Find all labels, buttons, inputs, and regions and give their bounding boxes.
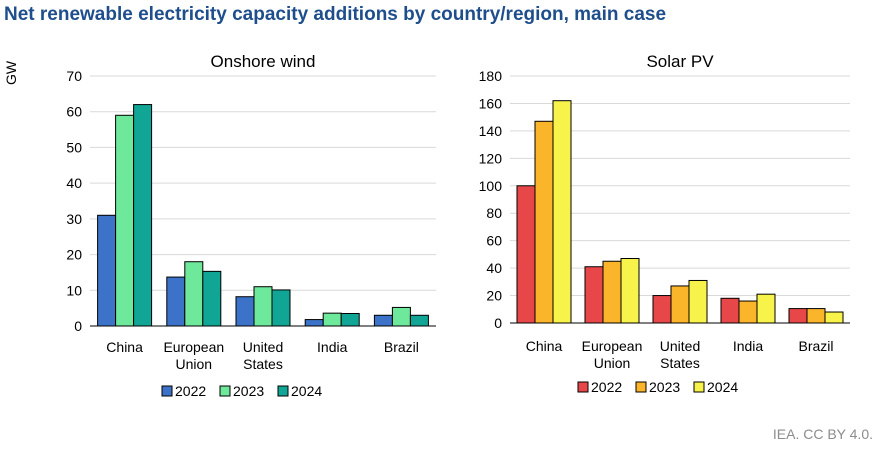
x-tick-label-line: Union [594,355,631,371]
y-tick-label: 30 [66,211,82,227]
x-tick-label-line: Brazil [798,338,833,354]
bar-united-states-2023 [253,286,273,327]
source-note: IEA. CC BY 4.0. [772,426,873,442]
x-tick-label: India [733,338,764,354]
bar-india-2023 [322,312,342,327]
y-tick-label: 160 [479,95,503,111]
x-tick-label-line: States [660,355,700,371]
bar-united-states-2024 [688,279,708,324]
y-tick-label: 60 [66,104,82,120]
y-tick-label: 20 [66,247,82,263]
x-tick-label-line: European [582,338,643,354]
x-tick-label: India [317,339,348,355]
y-tick-label: 0 [494,315,502,331]
bar-china-2022 [97,214,117,327]
bar-united-states-2022 [235,296,255,327]
y-tick-label: 10 [66,282,82,298]
bar-united-states-2022 [652,295,672,324]
bar-india-2024 [340,313,360,327]
legend-swatch-2023 [635,381,647,393]
legend-swatch-2022 [577,381,589,393]
y-tick-label: 140 [479,123,503,139]
x-tick-label: Brazil [384,339,419,355]
bar-european-union-2024 [202,270,222,327]
x-tick-label-line: China [106,339,143,355]
x-tick-label-line: European [163,339,224,355]
x-tick-label-line: Brazil [384,339,419,355]
legend-swatch-2023 [219,385,231,397]
x-tick-label: European Union [163,339,224,372]
y-tick-label: 120 [479,150,503,166]
chart-title: Net renewable electricity capacity addit… [4,4,667,25]
x-tick-label-line: India [317,339,348,355]
legend-swatch-2024 [277,385,289,397]
legend-label-2024: 2024 [707,379,738,395]
x-tick-label-line: India [733,338,764,354]
bar-brazil-2024 [824,311,844,324]
legend-label-2022: 2022 [175,383,206,399]
x-tick-label-line: States [243,356,283,372]
bar-china-2022 [516,185,536,324]
y-tick-label: 100 [479,178,503,194]
bar-european-union-2023 [184,261,204,327]
x-tick-label-line: United [660,338,700,354]
y-tick-label: 40 [66,175,82,191]
x-tick-label-line: United [243,339,283,355]
bar-brazil-2022 [788,308,808,324]
x-tick-label: China [106,339,143,355]
bar-european-union-2022 [584,266,604,324]
legend-label-2022: 2022 [591,379,622,395]
legend-label-2023: 2023 [649,379,680,395]
bar-european-union-2022 [166,276,186,327]
bar-china-2023 [115,114,135,327]
y-tick-label: 70 [66,68,82,84]
y-tick-label: 80 [486,205,502,221]
onshore-wind-chart: Onshore wind GW 0 10 20 30 40 50 60 70 China Europe… [3,52,436,399]
bar-china-2023 [534,120,554,324]
bar-united-states-2024 [271,289,291,327]
bar-china-2024 [552,100,572,324]
legend-swatch-2024 [693,381,705,393]
x-tick-label-line: Union [176,356,213,372]
y-tick-label: 50 [66,139,82,155]
bar-india-2024 [756,293,776,324]
bar-brazil-2023 [391,306,411,327]
bar-european-union-2023 [602,260,622,324]
bar-india-2023 [738,300,758,324]
bar-united-states-2023 [670,285,690,324]
bar-brazil-2023 [806,308,826,324]
x-tick-label: United States [243,339,283,372]
x-tick-label-line: China [526,338,563,354]
y-tick-label: 60 [486,233,502,249]
panel-title: Onshore wind [211,52,316,71]
y-tick-label: 180 [479,68,503,84]
bar-brazil-2022 [373,314,393,327]
bar-india-2022 [720,297,740,324]
bar-brazil-2024 [409,314,429,327]
bar-china-2024 [133,104,153,327]
y-tick-label: 40 [486,260,502,276]
legend-label-2023: 2023 [233,383,264,399]
legend-label-2024: 2024 [291,383,322,399]
x-tick-label: United States [660,338,700,371]
x-tick-label: Brazil [798,338,833,354]
x-tick-label: China [526,338,563,354]
x-tick-label: European Union [582,338,643,371]
y-axis-label: GW [3,60,19,85]
legend-swatch-2022 [161,385,173,397]
panel-title: Solar PV [646,52,714,71]
y-tick-label: 0 [74,318,82,334]
y-tick-label: 20 [486,288,502,304]
bar-european-union-2024 [620,258,640,324]
solar-pv-chart: Solar PV 0 20 40 60 80 100 120 140 160 180 China Eur… [479,52,850,395]
bar-india-2022 [304,319,324,327]
